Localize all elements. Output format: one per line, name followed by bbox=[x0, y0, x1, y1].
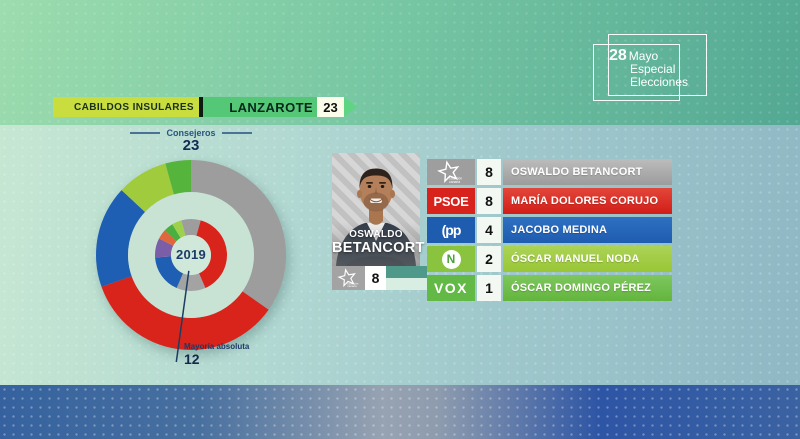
seat-share-bar-track bbox=[386, 278, 427, 290]
candidate-first-name: OSWALDO bbox=[349, 229, 403, 240]
svg-text:canaria: canaria bbox=[347, 284, 357, 288]
table-row-nc: N 2 ÓSCAR MANUEL NODA bbox=[427, 246, 672, 272]
majority-marker-line bbox=[175, 270, 190, 363]
seats-value: 4 bbox=[477, 217, 501, 243]
candidate-name: ÓSCAR DOMINGO PÉREZ bbox=[503, 275, 672, 301]
candidate-seats-value: 8 bbox=[365, 266, 386, 290]
donut-hole bbox=[171, 235, 211, 275]
majority-label: Mayoría absoluta bbox=[184, 342, 250, 351]
brand-text: 28 Mayo Especial Elecciones bbox=[609, 47, 689, 89]
vox-logo: VOX bbox=[427, 275, 475, 301]
chart-title: Consejeros bbox=[166, 128, 216, 138]
nc-circle-icon: N bbox=[427, 246, 475, 272]
chart-title-row: Consejeros bbox=[91, 128, 291, 138]
svg-text:canaria: canaria bbox=[449, 180, 460, 184]
brand-frame-front bbox=[593, 44, 680, 101]
seats-value: 2 bbox=[477, 246, 501, 272]
candidate-name: MARÍA DOLORES CORUJO bbox=[503, 188, 672, 214]
category-label: CABILDOS INSULARES bbox=[53, 97, 199, 117]
total-seats-value: 23 bbox=[182, 137, 200, 154]
table-row-pp: (pp 4 JACOBO MEDINA bbox=[427, 217, 672, 243]
results-table: coalición canaria 8 OSWALDO BETANCORT PS… bbox=[427, 159, 672, 304]
header-arrow-icon bbox=[344, 97, 357, 117]
seat-share-bar-fill bbox=[386, 266, 427, 278]
title-dash-right bbox=[221, 132, 252, 134]
candidate-name: OSWALDO BETANCORT bbox=[503, 159, 672, 185]
svg-text:coalición: coalición bbox=[347, 281, 358, 285]
photo-shade bbox=[332, 222, 420, 266]
island-label: LANZAROTE bbox=[203, 97, 344, 117]
seats-value: 8 bbox=[477, 188, 501, 214]
brand-frame-back bbox=[608, 34, 707, 96]
seat-share-bar bbox=[386, 266, 427, 290]
svg-text:coalición: coalición bbox=[449, 177, 462, 181]
cc-star-icon: coalición canaria bbox=[427, 159, 475, 185]
candidate-party-strip: coalición canaria 8 bbox=[332, 266, 427, 290]
table-row-vox: VOX 1 ÓSCAR DOMINGO PÉREZ bbox=[427, 275, 672, 301]
island-seats-badge: 23 bbox=[317, 97, 344, 117]
background-band-bottom bbox=[0, 385, 800, 439]
brand-line3: Elecciones bbox=[630, 75, 689, 89]
title-dash-left bbox=[130, 132, 161, 134]
header-separator bbox=[199, 97, 203, 117]
outer-ring bbox=[96, 160, 286, 350]
inner-ring-2019 bbox=[154, 219, 228, 291]
table-row-cc: coalición canaria 8 OSWALDO BETANCORT bbox=[427, 159, 672, 185]
pp-logo: (pp bbox=[427, 217, 475, 243]
brand-day: 28 bbox=[609, 47, 627, 64]
seats-donut-chart bbox=[96, 160, 286, 363]
brand-line2: Especial bbox=[630, 62, 676, 76]
candidate-last-name: BETANCORT bbox=[332, 240, 425, 256]
candidate-name: ÓSCAR MANUEL NODA bbox=[503, 246, 672, 272]
table-row-psoe: PSOE 8 MARÍA DOLORES CORUJO bbox=[427, 188, 672, 214]
seats-value: 1 bbox=[477, 275, 501, 301]
election-brand-logo: 28 Mayo Especial Elecciones bbox=[593, 34, 715, 104]
brand-month: Mayo bbox=[628, 49, 659, 63]
cc-star-icon: coalición canaria bbox=[332, 266, 365, 290]
psoe-logo: PSOE bbox=[427, 188, 475, 214]
majority-seats-value: 12 bbox=[184, 351, 200, 367]
candidate-name: JACOBO MEDINA bbox=[503, 217, 672, 243]
center-year-label: 2019 bbox=[175, 247, 207, 262]
candidate-photo: OSWALDO BETANCORT bbox=[332, 153, 425, 266]
seats-value: 8 bbox=[477, 159, 501, 185]
